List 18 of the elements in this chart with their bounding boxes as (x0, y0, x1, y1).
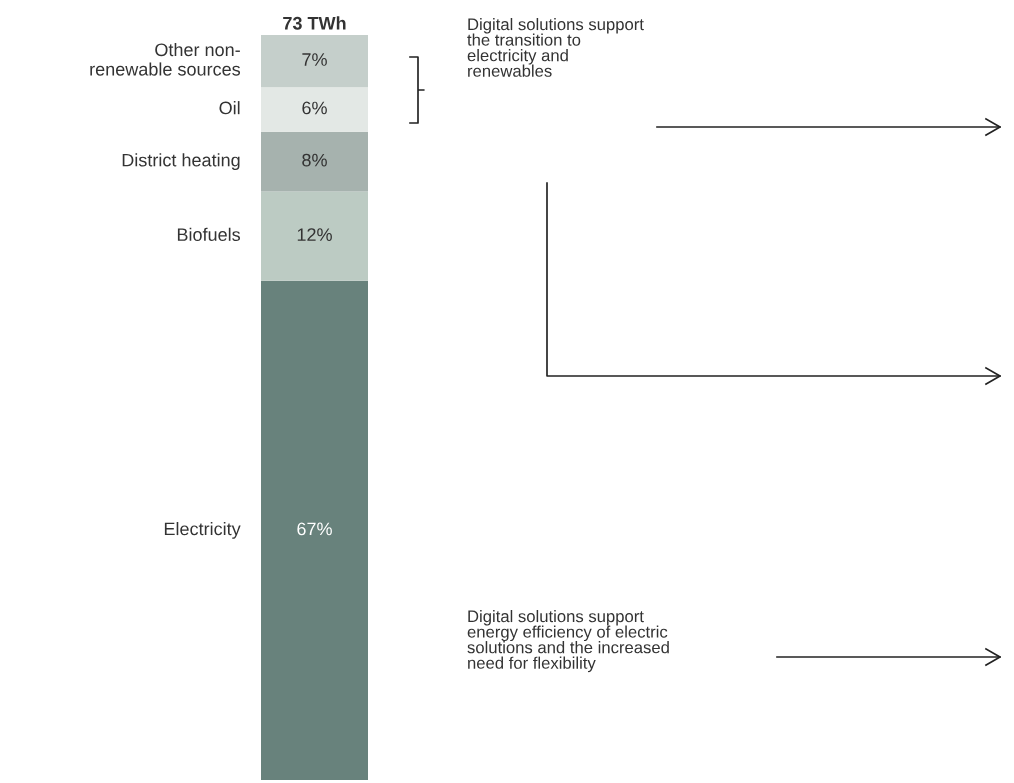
data-label: 8% (302, 153, 327, 167)
series-label: Oil (219, 101, 240, 115)
data-label: 6% (302, 101, 327, 115)
bar (261, 280, 368, 780)
series-label: Electricity (164, 522, 241, 539)
bar (261, 35, 368, 88)
chart-title: 73 TWh (283, 16, 346, 30)
data-label: 12% (297, 228, 332, 241)
series-label: District heating (122, 153, 240, 171)
data-label: 7% (302, 53, 327, 66)
text: Digital solutions support the transition to electricity and renewables (467, 18, 644, 77)
data-label: 67% (297, 522, 332, 536)
bar (261, 131, 368, 192)
series-label: Biofuels (177, 227, 241, 241)
series-label: Other non- renewable sources (90, 42, 241, 76)
bar (261, 191, 368, 281)
text: Digital solutions support energy efficiency of electric solutions and the increased need for flexibility (467, 610, 669, 673)
bar (261, 87, 368, 132)
